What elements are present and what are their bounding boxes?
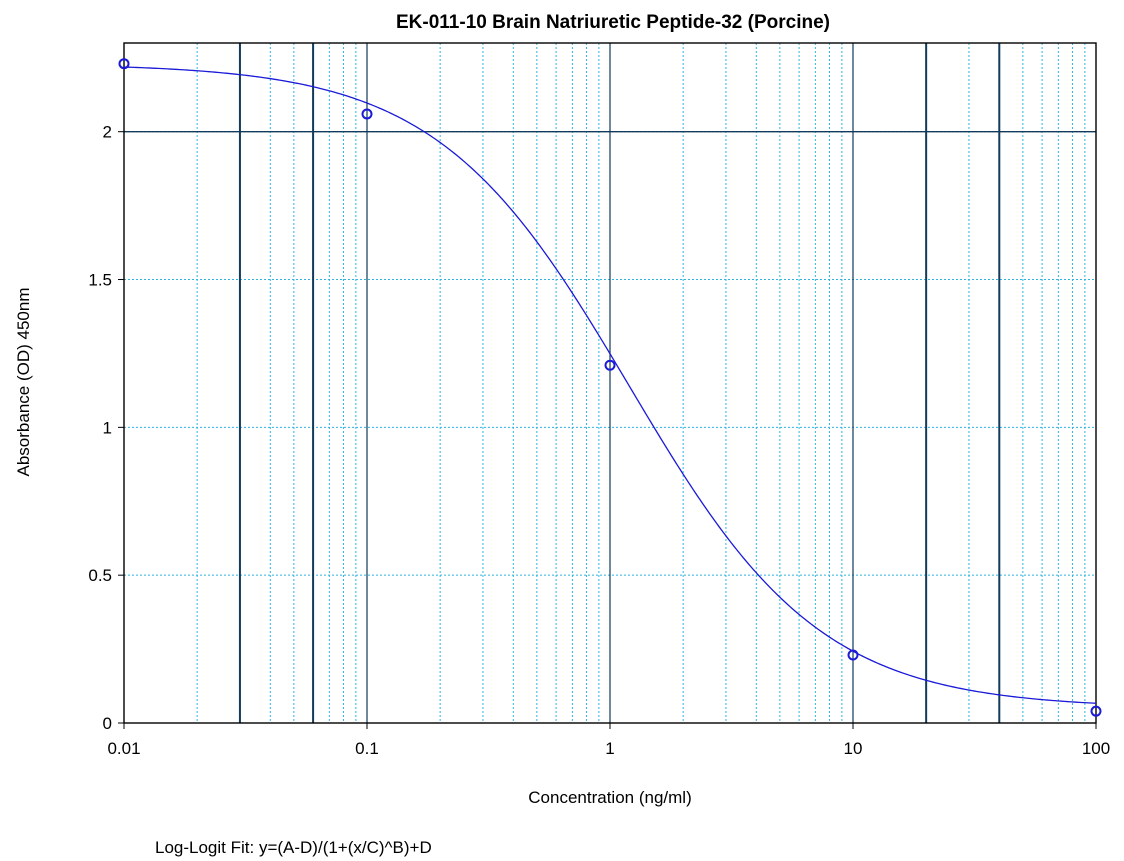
data-point bbox=[604, 359, 616, 371]
data-point bbox=[847, 649, 859, 661]
data-point bbox=[361, 108, 373, 120]
x-tick-label: 1 bbox=[605, 739, 614, 758]
grid bbox=[124, 43, 1096, 723]
y-tick-label: 1 bbox=[103, 418, 112, 437]
fit-curve bbox=[123, 66, 1097, 704]
fit-curve-group bbox=[123, 66, 1097, 704]
chart-title: EK-011-10 Brain Natriuretic Peptide-32 (… bbox=[396, 12, 830, 33]
axis-ticks: 0.01 0.1 1 10 100 0 0.5 1 1.5 2 bbox=[88, 123, 1110, 758]
y-tick-label: 2 bbox=[103, 123, 112, 142]
y-tick-label: 1.5 bbox=[88, 271, 112, 290]
data-point bbox=[1090, 705, 1102, 717]
data-point bbox=[118, 58, 130, 70]
fit-equation: Log-Logit Fit: y=(A-D)/(1+(x/C)^B)+D bbox=[155, 838, 432, 857]
data-points bbox=[118, 58, 1102, 717]
x-axis-title: Concentration (ng/ml) bbox=[528, 788, 691, 807]
y-tick-label: 0 bbox=[103, 714, 112, 733]
x-tick-label: 0.1 bbox=[355, 739, 379, 758]
x-tick-label: 100 bbox=[1082, 739, 1110, 758]
y-axis-title: Absorbance (OD) 450nm bbox=[14, 288, 33, 477]
x-tick-label: 10 bbox=[844, 739, 863, 758]
x-tick-label: 0.01 bbox=[107, 739, 140, 758]
y-tick-label: 0.5 bbox=[88, 566, 112, 585]
